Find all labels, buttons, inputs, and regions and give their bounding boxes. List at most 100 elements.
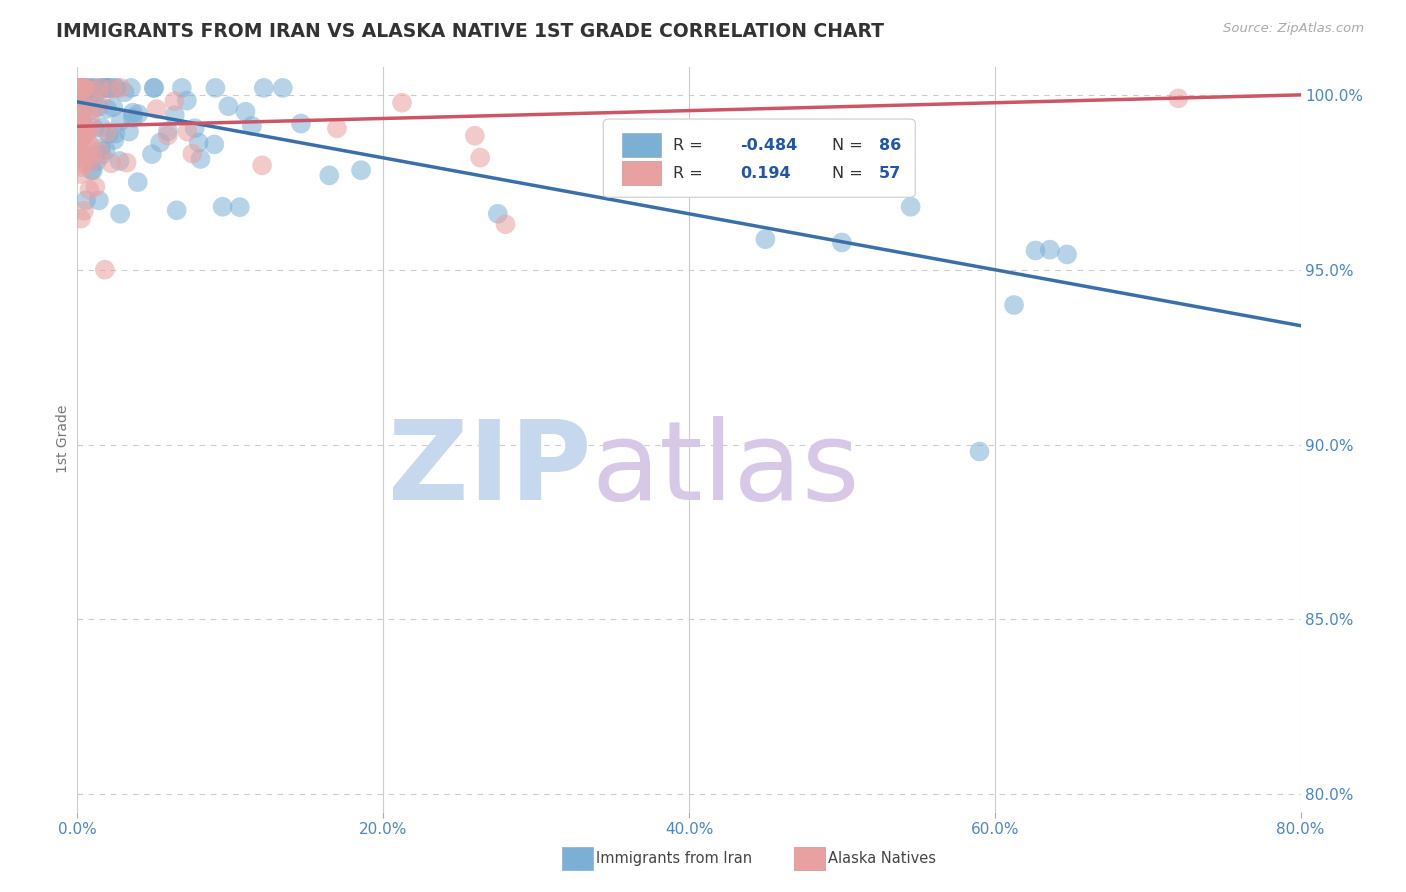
Point — [271, 81, 294, 95]
Point — [80, 139, 103, 153]
Point — [1039, 243, 1062, 257]
Point — [240, 119, 263, 133]
Point — [76, 135, 98, 149]
Point — [969, 444, 991, 458]
Point — [75, 94, 97, 108]
Point — [96, 125, 118, 139]
Point — [67, 134, 90, 148]
Point — [90, 141, 112, 155]
Point — [73, 148, 96, 162]
Point — [69, 97, 91, 112]
Point — [86, 154, 108, 169]
Point — [105, 81, 128, 95]
Point — [72, 136, 94, 151]
Point — [97, 127, 120, 141]
Point — [77, 81, 100, 95]
Point — [495, 217, 517, 231]
Point — [70, 156, 93, 170]
Text: 57: 57 — [879, 166, 901, 181]
Point — [69, 112, 91, 126]
Point — [96, 102, 118, 116]
Point — [127, 107, 149, 121]
Point — [89, 97, 111, 112]
FancyBboxPatch shape — [603, 119, 915, 197]
Point — [72, 118, 94, 132]
Point — [80, 163, 103, 178]
Point — [94, 262, 117, 277]
Point — [80, 103, 103, 117]
Point — [104, 81, 127, 95]
Point — [69, 116, 91, 130]
Point — [87, 194, 110, 208]
Point — [73, 203, 96, 218]
Point — [82, 81, 104, 95]
Point — [710, 139, 733, 153]
Point — [83, 121, 105, 136]
Point — [120, 81, 142, 95]
Point — [73, 81, 96, 95]
Text: Source: ZipAtlas.com: Source: ZipAtlas.com — [1223, 22, 1364, 36]
Point — [217, 99, 239, 113]
Text: IMMIGRANTS FROM IRAN VS ALASKA NATIVE 1ST GRADE CORRELATION CHART: IMMIGRANTS FROM IRAN VS ALASKA NATIVE 1S… — [56, 22, 884, 41]
Point — [1167, 91, 1189, 105]
Point — [202, 137, 225, 152]
Point — [73, 153, 96, 167]
Point — [75, 81, 97, 95]
Point — [73, 81, 96, 95]
Point — [69, 117, 91, 131]
Text: N =: N = — [832, 137, 863, 153]
Bar — [621, 133, 661, 157]
Point — [69, 81, 91, 95]
Point — [76, 124, 98, 138]
Point — [318, 169, 340, 183]
Point — [89, 81, 111, 95]
Point — [900, 200, 922, 214]
Point — [142, 81, 165, 95]
Point — [98, 81, 121, 95]
Point — [290, 117, 312, 131]
Point — [69, 86, 91, 100]
Point — [94, 143, 117, 157]
Point — [250, 158, 273, 172]
Point — [118, 125, 141, 139]
Point — [141, 147, 163, 161]
Point — [156, 128, 179, 143]
Point — [166, 203, 188, 218]
Point — [104, 127, 127, 141]
Point — [100, 81, 122, 95]
Point — [96, 81, 118, 95]
Point — [121, 111, 143, 125]
Point — [69, 167, 91, 181]
Point — [110, 114, 132, 128]
Point — [82, 163, 104, 178]
Point — [156, 124, 179, 138]
Point — [183, 121, 205, 136]
Text: ZIP: ZIP — [388, 416, 591, 523]
Point — [754, 232, 776, 246]
Point — [83, 88, 105, 103]
Point — [103, 133, 125, 147]
Point — [235, 104, 257, 119]
Point — [486, 207, 509, 221]
Point — [464, 128, 486, 143]
Point — [82, 83, 104, 97]
Point — [70, 112, 93, 127]
Point — [73, 81, 96, 95]
Point — [350, 163, 373, 178]
Point — [70, 81, 93, 95]
Point — [72, 81, 94, 95]
Point — [91, 81, 114, 95]
Point — [100, 82, 122, 96]
Point — [108, 207, 131, 221]
Point — [176, 94, 198, 108]
Point — [90, 120, 112, 135]
Point — [67, 87, 90, 101]
Text: R =: R = — [673, 137, 707, 153]
Point — [127, 175, 149, 189]
Point — [114, 85, 136, 99]
Point — [67, 81, 90, 95]
Point — [100, 156, 122, 170]
Point — [181, 146, 204, 161]
Point — [67, 120, 90, 135]
Text: -0.484: -0.484 — [741, 137, 797, 153]
